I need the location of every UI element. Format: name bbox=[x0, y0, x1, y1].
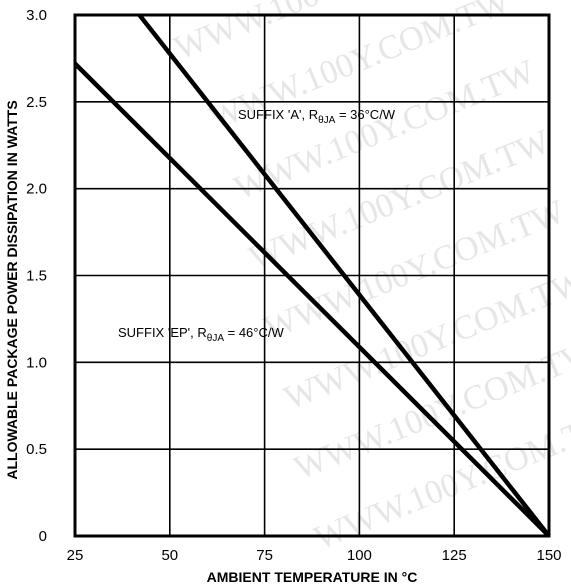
series-line-suffix-a bbox=[137, 13, 551, 538]
series-line-suffix-ep bbox=[73, 62, 551, 538]
x-tick-label: 150 bbox=[536, 547, 561, 564]
x-tick-label: 25 bbox=[67, 547, 84, 564]
y-tick-labels: 0 0.5 1.0 1.5 2.0 2.5 3.0 bbox=[26, 7, 47, 545]
series-annotation-suffix-a: SUFFIX 'A', RθJA = 36°C/W bbox=[238, 107, 396, 126]
plot-frame bbox=[73, 13, 551, 538]
y-tick-label: 3.0 bbox=[26, 7, 47, 24]
series-lines bbox=[73, 13, 551, 538]
y-tick-label: 1.0 bbox=[26, 354, 47, 371]
x-tick-label: 50 bbox=[161, 547, 178, 564]
y-tick-label: 1.5 bbox=[26, 268, 47, 285]
series-annotation-suffix-ep: SUFFIX 'EP', RθJA = 46°C/W bbox=[118, 325, 284, 344]
x-tick-label: 125 bbox=[442, 547, 467, 564]
y-axis-label: ALLOWABLE PACKAGE POWER DISSIPATION IN W… bbox=[4, 100, 20, 479]
watermark-layer: WWW.100Y.COM.TWWWW.100Y.COM.TWWWW.100Y.C… bbox=[169, 0, 571, 557]
x-tick-label: 100 bbox=[347, 547, 372, 564]
x-tick-labels: 25 50 75 100 125 150 bbox=[67, 547, 562, 564]
y-tick-label: 0 bbox=[39, 528, 47, 545]
x-axis-label: AMBIENT TEMPERATURE IN °C bbox=[207, 569, 418, 585]
series-annotations: SUFFIX 'A', RθJA = 36°C/W SUFFIX 'EP', Rθ… bbox=[118, 107, 396, 344]
watermark-text: WWW.100Y.COM.TW bbox=[259, 193, 571, 348]
y-tick-label: 2.5 bbox=[26, 94, 47, 111]
y-tick-label: 2.0 bbox=[26, 181, 47, 198]
grid-lines bbox=[75, 15, 549, 536]
x-tick-label: 75 bbox=[256, 547, 273, 564]
watermark-text: WWW.100Y.COM.TW bbox=[244, 123, 556, 278]
y-tick-label: 0.5 bbox=[26, 441, 47, 458]
